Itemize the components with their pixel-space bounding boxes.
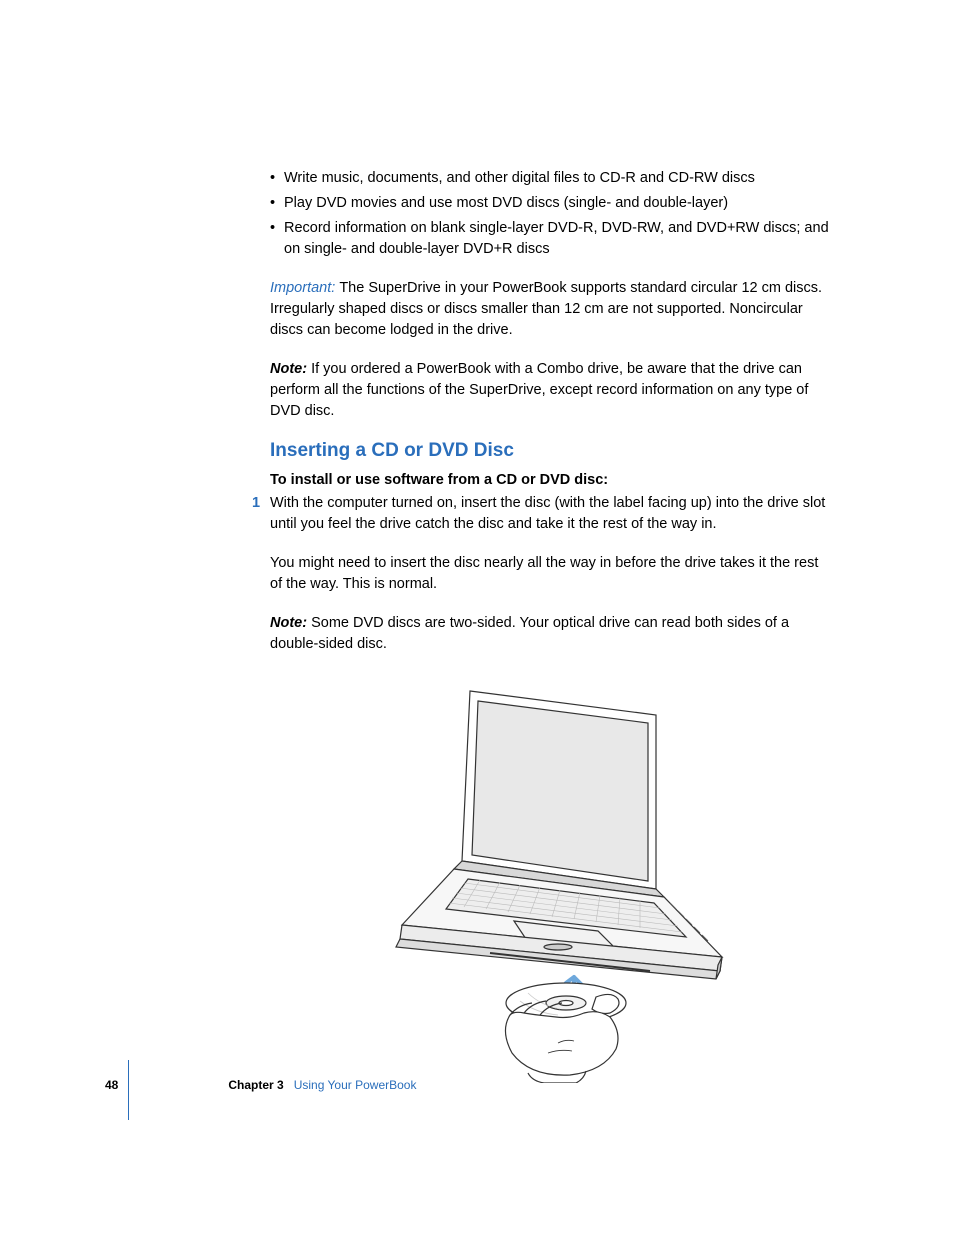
note-text: Some DVD discs are two-sided. Your optic… bbox=[270, 615, 789, 652]
chapter-info: Chapter 3 Using Your PowerBook bbox=[228, 1079, 416, 1091]
step-number: 1 bbox=[252, 493, 260, 514]
important-text: The SuperDrive in your PowerBook support… bbox=[270, 280, 822, 338]
chapter-title: Using Your PowerBook bbox=[294, 1078, 417, 1092]
note-label: Note: bbox=[270, 361, 311, 377]
body-paragraph: You might need to insert the disc nearly… bbox=[270, 553, 830, 595]
page-footer: 48 Chapter 3Using Your PowerBook bbox=[128, 1075, 828, 1095]
chapter-label: Chapter 3 bbox=[228, 1078, 283, 1092]
bullet-item: Record information on blank single-layer… bbox=[270, 218, 830, 260]
step-1: 1 With the computer turned on, insert th… bbox=[270, 493, 830, 535]
step-text: With the computer turned on, insert the … bbox=[270, 495, 825, 532]
bullet-item: Write music, documents, and other digita… bbox=[270, 168, 830, 189]
note-text: If you ordered a PowerBook with a Combo … bbox=[270, 361, 808, 419]
important-paragraph: Important: The SuperDrive in your PowerB… bbox=[270, 278, 830, 341]
note-paragraph: Note: If you ordered a PowerBook with a … bbox=[270, 359, 830, 422]
procedure-lead: To install or use software from a CD or … bbox=[270, 470, 830, 491]
section-heading: Inserting a CD or DVD Disc bbox=[270, 440, 830, 462]
page-number: 48 bbox=[105, 1079, 118, 1091]
feature-bullet-list: Write music, documents, and other digita… bbox=[270, 168, 830, 260]
important-label: Important: bbox=[270, 280, 339, 296]
note-label: Note: bbox=[270, 615, 311, 631]
note-paragraph-2: Note: Some DVD discs are two-sided. Your… bbox=[270, 613, 830, 655]
illustration-container bbox=[270, 683, 830, 1088]
bullet-item: Play DVD movies and use most DVD discs (… bbox=[270, 193, 830, 214]
laptop-disc-insert-illustration bbox=[360, 683, 740, 1088]
